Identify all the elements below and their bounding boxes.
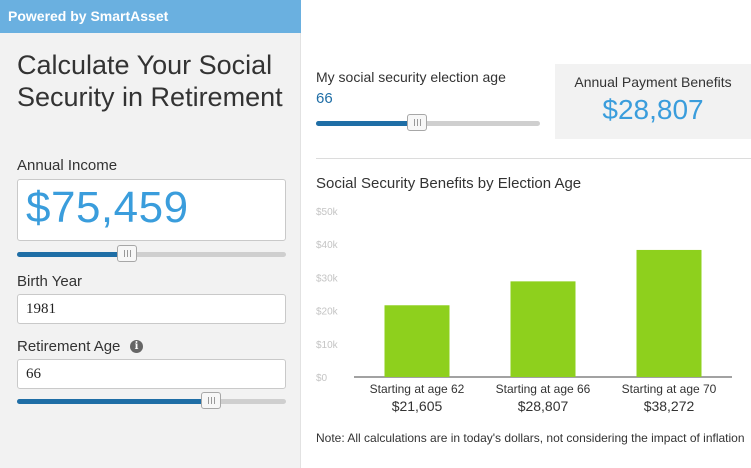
income-slider[interactable] <box>17 245 286 262</box>
annual-payment-card: Annual Payment Benefits $28,807 <box>555 64 751 139</box>
info-icon[interactable]: i <box>130 340 143 353</box>
annual-payment-value: $28,807 <box>602 94 704 125</box>
election-age-slider[interactable] <box>316 114 540 131</box>
category-label: Starting at age 62 <box>370 382 465 396</box>
calculator-panel: Calculate Your Social Security in Retire… <box>0 33 301 468</box>
benefits-bar-chart: $0 $10k $20k $30k $40k $50k Starting at age 62… <box>316 207 732 414</box>
y-tick-label: $50k <box>316 207 339 218</box>
retirement-age-input[interactable]: 66 <box>17 359 286 389</box>
powered-by-badge[interactable]: Powered by SmartAsset <box>0 0 301 33</box>
page-title: Calculate Your Social Security in Retire… <box>17 50 283 112</box>
bar <box>636 249 702 377</box>
election-age-value: 66 <box>316 90 333 107</box>
election-age-slider-handle[interactable] <box>406 114 427 131</box>
category-label: Starting at age 66 <box>496 382 591 396</box>
retirement-age-slider-fill <box>17 399 211 404</box>
y-tick-label: $30k <box>316 273 339 284</box>
y-tick-label: $0 <box>316 373 328 384</box>
annual-income-input[interactable]: $75,459 <box>17 179 286 241</box>
divider <box>316 158 751 159</box>
category-label: Starting at age 70 <box>622 382 717 396</box>
y-tick-label: $20k <box>316 307 339 318</box>
birth-year-input[interactable]: 1981 <box>17 294 286 324</box>
birth-year-label: Birth Year <box>17 273 83 290</box>
chart-title: Social Security Benefits by Election Age <box>316 175 582 192</box>
top-strip <box>301 0 751 33</box>
retirement-age-slider-handle[interactable] <box>200 392 221 409</box>
election-age-slider-track[interactable] <box>316 121 540 126</box>
income-slider-handle[interactable] <box>117 245 138 262</box>
bar <box>510 281 576 377</box>
y-tick-label: $10k <box>316 340 339 351</box>
value-label: $38,272 <box>644 398 695 414</box>
annual-payment-label: Annual Payment Benefits <box>574 74 732 90</box>
income-slider-track[interactable] <box>17 252 286 257</box>
retirement-age-slider[interactable] <box>17 392 286 409</box>
value-label: $21,605 <box>392 398 443 414</box>
election-age-label: My social security election age <box>316 69 506 85</box>
income-slider-fill <box>17 252 128 257</box>
y-tick-label: $40k <box>316 240 339 251</box>
results-panel: My social security election age 66 Annua… <box>302 33 751 468</box>
annual-income-label: Annual Income <box>17 157 118 174</box>
bar <box>384 305 450 377</box>
disclaimer-note: Note: All calculations are in today's do… <box>316 431 745 445</box>
annual-income-value: $75,459 <box>26 183 189 232</box>
value-label: $28,807 <box>518 398 569 414</box>
retirement-age-label: Retirement Age <box>17 338 121 355</box>
election-age-slider-fill <box>316 121 417 126</box>
